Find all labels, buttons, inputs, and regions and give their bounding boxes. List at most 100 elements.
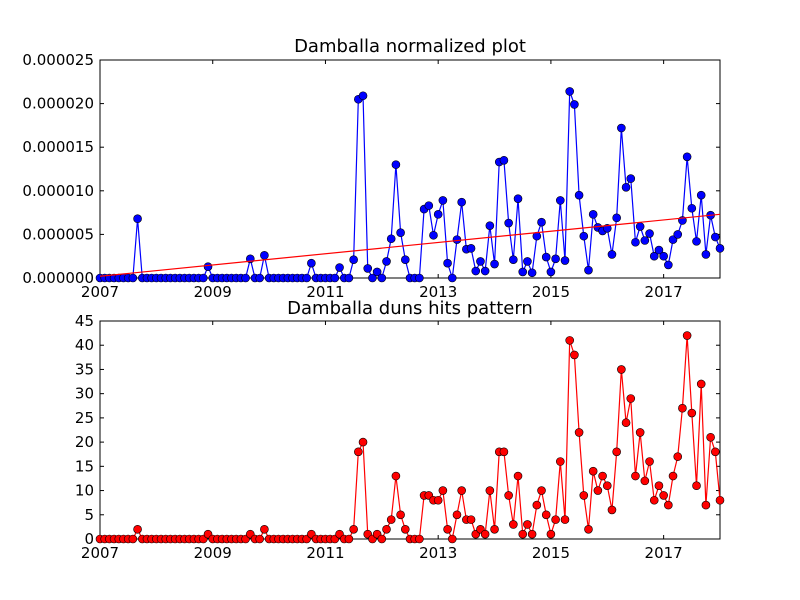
data-point [696, 190, 706, 200]
data-point [673, 230, 683, 239]
x-tick-label: 2015 [532, 544, 570, 562]
data-point [527, 529, 537, 539]
data-point [457, 486, 466, 495]
data-point [692, 237, 701, 246]
data-point [415, 273, 424, 283]
data-point [518, 529, 528, 539]
data-point [574, 428, 584, 437]
data-point [490, 259, 499, 269]
data-point [635, 428, 645, 437]
data-point [673, 452, 683, 461]
data-point [476, 257, 485, 266]
data-point [241, 273, 250, 283]
data-point [560, 256, 570, 265]
data-point [546, 267, 556, 277]
data-point [363, 264, 373, 273]
plot-frame [99, 320, 721, 540]
chart-title: Damballa normalized plot [294, 36, 526, 57]
data-point [654, 481, 664, 491]
data-point [415, 534, 424, 544]
data-point [443, 258, 452, 268]
data-point [640, 236, 650, 245]
data-point [682, 331, 692, 340]
x-tick-label: 2015 [532, 283, 570, 301]
data-point [424, 201, 434, 210]
data-point [612, 447, 621, 457]
y-tick-label: 5 [84, 506, 94, 524]
data-point [701, 250, 711, 259]
data-point [133, 214, 142, 223]
y-tick-label: 0.000000 [22, 269, 94, 287]
data-point [560, 515, 570, 524]
data-point [400, 525, 410, 534]
data-point [344, 273, 354, 283]
data-point [588, 210, 598, 219]
data-point [466, 244, 476, 253]
data-point [457, 197, 466, 207]
data-point [612, 213, 621, 223]
data-point [447, 534, 457, 544]
data-point [509, 520, 518, 529]
data-point [433, 210, 443, 219]
x-tick-label: 2011 [306, 544, 344, 562]
data-point [377, 534, 387, 544]
data-point [664, 260, 673, 270]
data-point [555, 196, 565, 205]
data-point [349, 525, 358, 534]
data-point [541, 252, 551, 262]
data-point [255, 273, 265, 283]
data-point [302, 273, 311, 283]
data-point [452, 510, 462, 520]
y-tick-label: 45 [75, 312, 94, 330]
data-point [335, 263, 344, 272]
x-tick-label: 2017 [645, 283, 683, 301]
data-point [255, 534, 265, 544]
data-point [715, 495, 725, 505]
data-point [621, 183, 631, 192]
data-point [396, 228, 405, 237]
data-point [358, 91, 368, 101]
data-point [509, 255, 518, 264]
data-point [555, 457, 565, 466]
data-point [485, 486, 495, 495]
data-point [635, 222, 645, 231]
data-point [537, 217, 546, 227]
data-point [523, 520, 532, 529]
x-tick-label: 2013 [419, 283, 457, 301]
x-tick-label: 2011 [306, 283, 344, 301]
data-point [128, 534, 138, 544]
data-point [523, 257, 532, 266]
y-tick-label: 25 [75, 409, 94, 427]
data-point [490, 525, 499, 534]
data-point [678, 403, 687, 413]
data-point [659, 491, 668, 500]
data-point [692, 481, 701, 491]
data-point [565, 87, 575, 96]
normalized-plot-chart: Damballa normalized plot 0.0000000.00000… [22, 36, 725, 301]
x-tick-label: 2007 [81, 283, 119, 301]
data-point [621, 418, 631, 428]
data-point [649, 251, 659, 261]
data-point [330, 273, 340, 283]
data-point [626, 394, 636, 403]
data-point [546, 529, 556, 539]
data-point [537, 486, 546, 495]
data-point [128, 273, 138, 283]
data-point [513, 471, 523, 481]
data-point [565, 336, 575, 345]
data-point [598, 471, 607, 481]
data-point [626, 174, 636, 183]
data-point [579, 231, 589, 241]
data-point [203, 262, 213, 271]
data-point [687, 203, 697, 213]
data-point [133, 525, 142, 534]
y-tick-label: 10 [75, 482, 94, 500]
data-point [518, 267, 528, 277]
data-point [527, 268, 537, 278]
y-tick-label: 0 [84, 530, 94, 548]
data-point [349, 255, 358, 264]
data-point [541, 510, 551, 520]
data-point [391, 160, 401, 169]
y-tick-label: 0.000015 [22, 138, 94, 156]
